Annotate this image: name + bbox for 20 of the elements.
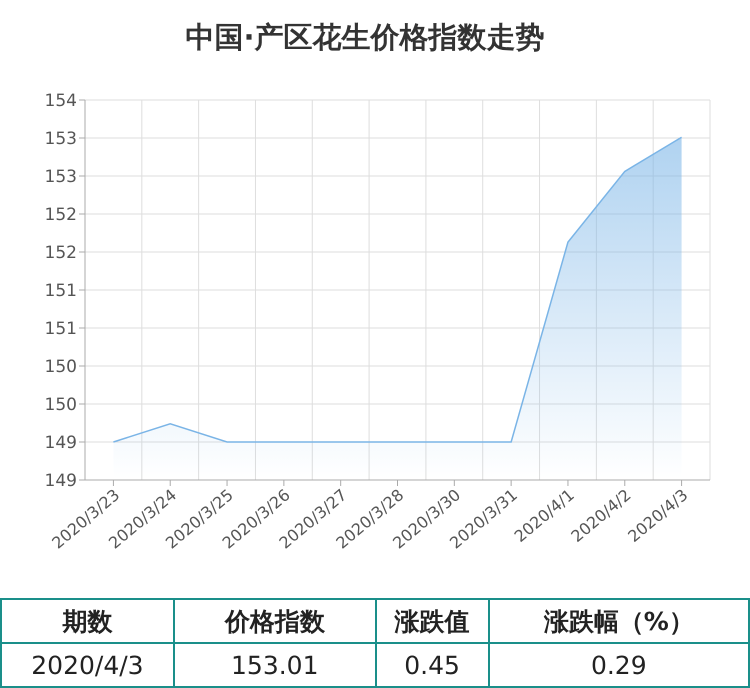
y-tick-label: 151 (44, 281, 77, 302)
y-tick-label: 153 (44, 167, 77, 188)
y-tick-label: 154 (44, 91, 77, 112)
text: 0.29 (488, 643, 749, 687)
y-tick-label: 151 (44, 319, 77, 340)
text: 涨跌幅（%） (488, 599, 749, 643)
y-tick-label: 152 (44, 243, 77, 264)
y-tick-label: 153 (44, 129, 77, 150)
text: 期数 (1, 599, 174, 643)
text: 0.45 (376, 643, 489, 687)
text: 153.01 (174, 643, 376, 687)
y-tick-label: 150 (44, 357, 77, 378)
y-tick-label: 149 (44, 433, 77, 454)
y-tick-label: 152 (44, 205, 77, 226)
y-tick-label: 150 (44, 395, 77, 416)
y-tick-label: 149 (44, 471, 77, 492)
text: 2020/4/3 (1, 643, 174, 687)
text: 涨跌值 (376, 599, 489, 643)
text: 价格指数 (174, 599, 376, 643)
chart-title: 中国·产区花生价格指数走势 (184, 19, 546, 56)
